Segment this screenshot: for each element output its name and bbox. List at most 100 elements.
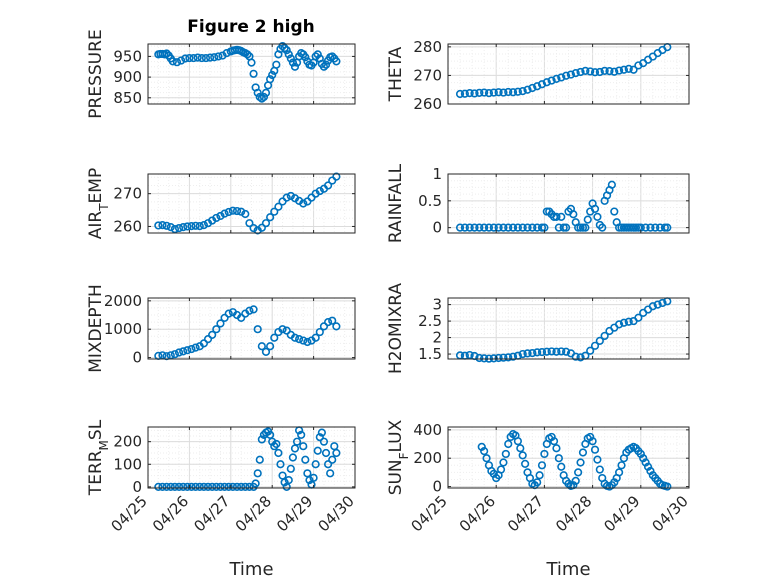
y-axis-label-main: MIXDEPTH — [86, 284, 106, 373]
data-point — [552, 212, 561, 222]
data-point — [261, 347, 271, 357]
data-point — [266, 342, 275, 351]
data-point — [274, 448, 283, 458]
data-point — [508, 352, 518, 361]
data-point — [586, 346, 595, 355]
x-axis-label: Time — [228, 559, 273, 580]
x-axis-label: Time — [545, 559, 590, 580]
data-point — [508, 223, 518, 232]
data-point — [455, 89, 465, 99]
data-point — [513, 87, 522, 96]
data-point — [191, 343, 200, 352]
data-point — [600, 331, 609, 341]
data-point — [288, 453, 298, 462]
data-point — [280, 478, 289, 487]
y-tick-label: 200 — [413, 449, 442, 467]
data-point — [557, 73, 566, 82]
data-point — [475, 88, 484, 97]
data-point — [504, 223, 513, 232]
data-point — [547, 76, 556, 85]
data-point — [249, 69, 258, 78]
y-axis-label: H2OMIXRA — [386, 283, 406, 374]
data-point — [489, 354, 498, 363]
data-point — [179, 482, 188, 491]
data-point — [615, 66, 624, 75]
y-tick-label: 260 — [413, 95, 442, 113]
axes-frame — [447, 173, 690, 234]
data-point — [212, 482, 221, 491]
data-point — [309, 473, 318, 482]
y-tick-label: 100 — [113, 455, 142, 473]
data-point — [600, 66, 609, 75]
data-point — [241, 209, 250, 219]
y-tick-label: 3 — [432, 296, 442, 314]
y-axis-label-main: SUN — [386, 459, 406, 495]
x-tick-label: 04/28 — [552, 492, 595, 535]
data-point — [243, 50, 252, 59]
data-point — [286, 464, 295, 473]
data-point — [284, 50, 293, 59]
subplot-4: 0 0.5 1 RAINFALL — [386, 163, 690, 243]
x-tick-label: 04/25 — [408, 492, 451, 535]
y-tick-label: 0 — [432, 478, 442, 496]
x-tick-label: 04/27 — [504, 492, 547, 535]
data-point — [590, 204, 600, 213]
data-point — [174, 482, 184, 491]
data-point — [249, 223, 258, 233]
data-point — [154, 221, 163, 230]
data-point — [158, 221, 167, 230]
data-point — [199, 482, 208, 491]
data-point — [528, 83, 537, 93]
data-point — [237, 313, 246, 322]
data-point — [232, 206, 242, 216]
y-axis-label-main: H2OMIXRA — [386, 283, 406, 374]
data-point — [480, 354, 489, 363]
data-point — [195, 482, 204, 491]
data-point — [518, 87, 527, 96]
data-point — [189, 53, 198, 63]
y-tick-label: 0 — [432, 219, 442, 237]
data-point — [206, 53, 215, 62]
data-point — [237, 207, 246, 216]
data-point — [581, 223, 590, 232]
data-point — [561, 223, 571, 232]
data-point — [216, 211, 225, 221]
data-point — [290, 333, 300, 342]
data-point — [290, 62, 300, 71]
axes-frame — [147, 297, 356, 360]
data-point — [311, 460, 320, 469]
data-point — [501, 449, 510, 459]
data-point — [578, 448, 588, 457]
data-point — [199, 221, 208, 230]
data-point — [323, 318, 333, 327]
data-point — [516, 444, 525, 453]
y-axis-label-main: THETA — [386, 46, 406, 102]
data-point — [615, 468, 624, 477]
data-point — [313, 50, 322, 59]
data-point — [162, 49, 171, 58]
data-point — [272, 60, 281, 69]
data-point — [518, 451, 527, 460]
data-point — [187, 344, 196, 354]
data-point — [220, 209, 229, 218]
y-tick-label: 1000 — [104, 320, 142, 338]
data-point — [297, 430, 306, 440]
x-tick-label: 04/26 — [149, 492, 192, 535]
data-point — [245, 306, 254, 315]
data-point — [187, 482, 196, 491]
data-point — [332, 448, 341, 458]
series-markers — [455, 180, 672, 232]
data-point — [499, 88, 508, 97]
series-markers — [154, 426, 341, 491]
data-point — [504, 353, 513, 362]
data-point — [470, 223, 479, 232]
data-point — [542, 347, 551, 356]
data-point — [301, 455, 310, 464]
data-point — [547, 347, 556, 356]
data-point — [282, 326, 291, 335]
data-point — [259, 92, 269, 102]
data-point — [518, 223, 527, 232]
data-point — [571, 352, 580, 361]
